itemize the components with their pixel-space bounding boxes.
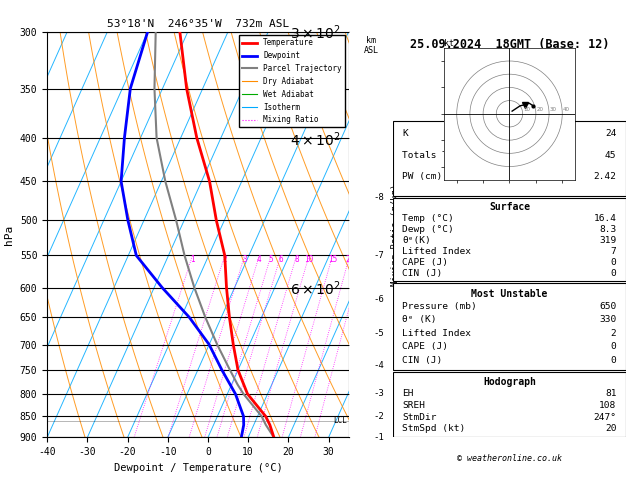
Text: 2.42: 2.42 [594, 173, 616, 181]
Text: Totals Totals: Totals Totals [403, 151, 477, 160]
Text: Mixing Ratio (g/kg): Mixing Ratio (g/kg) [391, 183, 400, 286]
Text: -5: -5 [373, 330, 384, 338]
Text: km
ASL: km ASL [364, 35, 379, 55]
Text: -2: -2 [373, 412, 384, 421]
Text: 650: 650 [599, 302, 616, 311]
Text: PW (cm): PW (cm) [403, 173, 443, 181]
Text: K: K [403, 129, 408, 139]
Text: 319: 319 [599, 236, 616, 244]
Text: 247°: 247° [594, 413, 616, 422]
Text: 4: 4 [257, 256, 262, 264]
Text: 0: 0 [611, 342, 616, 351]
Legend: Temperature, Dewpoint, Parcel Trajectory, Dry Adiabat, Wet Adiabat, Isotherm, Mi: Temperature, Dewpoint, Parcel Trajectory… [239, 35, 345, 127]
Text: Pressure (mb): Pressure (mb) [403, 302, 477, 311]
Text: StmDir: StmDir [403, 413, 437, 422]
Bar [393, 372, 626, 437]
Text: -4: -4 [373, 361, 384, 369]
Text: SREH: SREH [403, 401, 425, 410]
Text: EH: EH [403, 389, 414, 398]
Text: 7: 7 [611, 247, 616, 256]
Text: -1: -1 [373, 433, 384, 442]
Text: 6: 6 [279, 256, 283, 264]
Text: 330: 330 [599, 315, 616, 325]
Text: © weatheronline.co.uk: © weatheronline.co.uk [457, 453, 562, 463]
Text: Hodograph: Hodograph [483, 377, 536, 387]
Text: Dewp (°C): Dewp (°C) [403, 225, 454, 234]
Text: 24: 24 [605, 129, 616, 139]
Text: LCL: LCL [333, 416, 347, 425]
Text: Lifted Index: Lifted Index [403, 329, 471, 338]
Text: Most Unstable: Most Unstable [471, 289, 548, 298]
Text: CAPE (J): CAPE (J) [403, 342, 448, 351]
Text: Surface: Surface [489, 202, 530, 212]
Text: θᵉ (K): θᵉ (K) [403, 315, 437, 325]
Text: 10: 10 [304, 256, 314, 264]
Text: 1: 1 [190, 256, 195, 264]
Text: 20: 20 [345, 256, 354, 264]
Text: 0: 0 [611, 258, 616, 267]
Text: -7: -7 [373, 251, 384, 260]
Text: Lifted Index: Lifted Index [403, 247, 471, 256]
Text: 5: 5 [269, 256, 274, 264]
Text: 8.3: 8.3 [599, 225, 616, 234]
Text: 81: 81 [605, 389, 616, 398]
Text: 45: 45 [605, 151, 616, 160]
Text: Temp (°C): Temp (°C) [403, 213, 454, 223]
Bar [393, 121, 626, 196]
Text: 0: 0 [611, 356, 616, 364]
Text: 25: 25 [359, 256, 368, 264]
Text: -8: -8 [373, 193, 384, 202]
Text: 2: 2 [611, 329, 616, 338]
Text: 15: 15 [328, 256, 337, 264]
Text: CAPE (J): CAPE (J) [403, 258, 448, 267]
Text: CIN (J): CIN (J) [403, 269, 443, 278]
Bar [393, 198, 626, 281]
Text: 20: 20 [605, 424, 616, 434]
Text: StmSpd (kt): StmSpd (kt) [403, 424, 465, 434]
Text: 25.09.2024  18GMT (Base: 12): 25.09.2024 18GMT (Base: 12) [409, 38, 610, 51]
Text: 2: 2 [223, 256, 227, 264]
Text: 16.4: 16.4 [594, 213, 616, 223]
Text: -6: -6 [373, 295, 384, 304]
Text: CIN (J): CIN (J) [403, 356, 443, 364]
Text: 8: 8 [294, 256, 299, 264]
Text: 0: 0 [611, 269, 616, 278]
X-axis label: Dewpoint / Temperature (°C): Dewpoint / Temperature (°C) [114, 463, 282, 473]
Text: -3: -3 [373, 389, 384, 399]
Bar [393, 283, 626, 370]
Y-axis label: hPa: hPa [4, 225, 14, 244]
Text: θᵉ(K): θᵉ(K) [403, 236, 431, 244]
Title: 53°18'N  246°35'W  732m ASL: 53°18'N 246°35'W 732m ASL [107, 19, 289, 30]
Text: 108: 108 [599, 401, 616, 410]
Text: 3: 3 [242, 256, 247, 264]
